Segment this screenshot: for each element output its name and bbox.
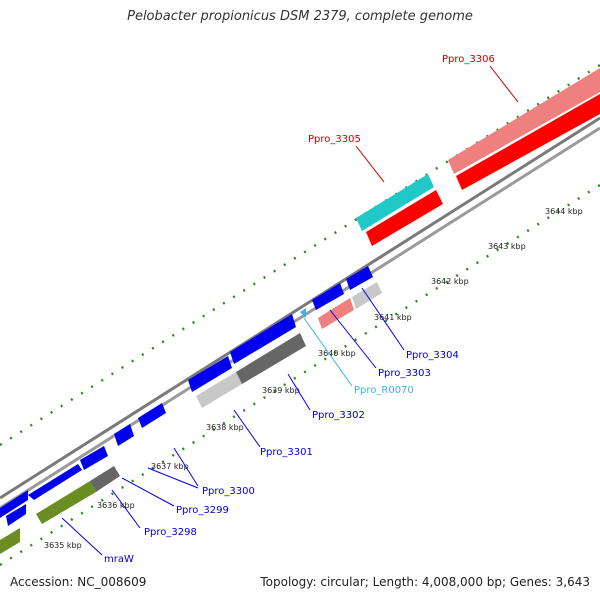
- gene-labels: mraW Ppro_3298 Ppro_3299 Ppro_3300 Ppro_…: [104, 54, 495, 565]
- gene-feature-olive[interactable]: [36, 481, 96, 524]
- gene-feature-lightgray[interactable]: [196, 372, 242, 408]
- genome-summary: Topology: circular; Length: 4,008,000 bp…: [260, 575, 590, 589]
- gene-feature-pink[interactable]: [318, 298, 354, 329]
- rna-feature[interactable]: [300, 308, 306, 318]
- page-title: Pelobacter propionicus DSM 2379, complet…: [127, 9, 473, 24]
- gene-feature-red[interactable]: [456, 94, 600, 190]
- gene-label[interactable]: Ppro_3299: [176, 505, 229, 516]
- scale-label: 3642 kbp: [431, 277, 469, 286]
- gene-feature-gray[interactable]: [90, 466, 120, 492]
- gene-label[interactable]: Ppro_3300: [202, 486, 255, 497]
- gene-label[interactable]: Ppro_3298: [144, 527, 197, 538]
- scale-label: 3637 kbp: [151, 462, 189, 471]
- accession-text: Accession: NC_008609: [10, 575, 147, 589]
- gene-feature-blue[interactable]: [28, 464, 82, 500]
- gene-feature-blue[interactable]: [6, 504, 26, 526]
- gene-feature-gray[interactable]: [236, 333, 306, 384]
- gene-label[interactable]: Ppro_R0070: [354, 385, 414, 396]
- gene-label[interactable]: Ppro_3306: [442, 54, 495, 65]
- gene-feature-blue[interactable]: [312, 283, 344, 310]
- gene-feature-olive[interactable]: [0, 528, 20, 554]
- gene-label[interactable]: mraW: [104, 554, 134, 565]
- gene-feature-pink[interactable]: [448, 68, 600, 174]
- gene-feature-blue[interactable]: [0, 490, 28, 518]
- gene-label[interactable]: Ppro_3304: [406, 350, 459, 361]
- genome-backbone: [0, 116, 600, 510]
- gene-feature-blue[interactable]: [346, 266, 373, 290]
- scale-labels: 3635 kbp 3636 kbp 3637 kbp 3638 kbp 3639…: [44, 207, 583, 550]
- gene-feature-blue[interactable]: [230, 314, 296, 364]
- leader-lines: [61, 65, 519, 556]
- scale-label: 3636 kbp: [97, 501, 135, 510]
- gene-features: [0, 68, 600, 554]
- scale-label: 3635 kbp: [44, 541, 82, 550]
- scale-label: 3643 kbp: [488, 242, 526, 251]
- scale-label: 3640 kbp: [318, 349, 356, 358]
- gene-feature-blue[interactable]: [188, 356, 232, 392]
- scale-label: 3639 kbp: [262, 386, 300, 395]
- scale-label: 3644 kbp: [545, 207, 583, 216]
- gene-label[interactable]: Ppro_3305: [308, 134, 361, 145]
- gene-label[interactable]: Ppro_3301: [260, 447, 313, 458]
- scale-label: 3638 kbp: [206, 423, 244, 432]
- gene-feature-blue[interactable]: [114, 424, 134, 446]
- scale-label: 3641 kbp: [374, 313, 412, 322]
- gene-feature-blue[interactable]: [80, 446, 108, 470]
- gene-feature-blue[interactable]: [138, 403, 166, 428]
- gene-feature-red[interactable]: [366, 190, 443, 246]
- outer-tick-track: [0, 63, 600, 447]
- gene-label[interactable]: Ppro_3302: [312, 410, 365, 421]
- gene-label[interactable]: Ppro_3303: [378, 368, 431, 379]
- gene-feature-cyan[interactable]: [356, 174, 434, 231]
